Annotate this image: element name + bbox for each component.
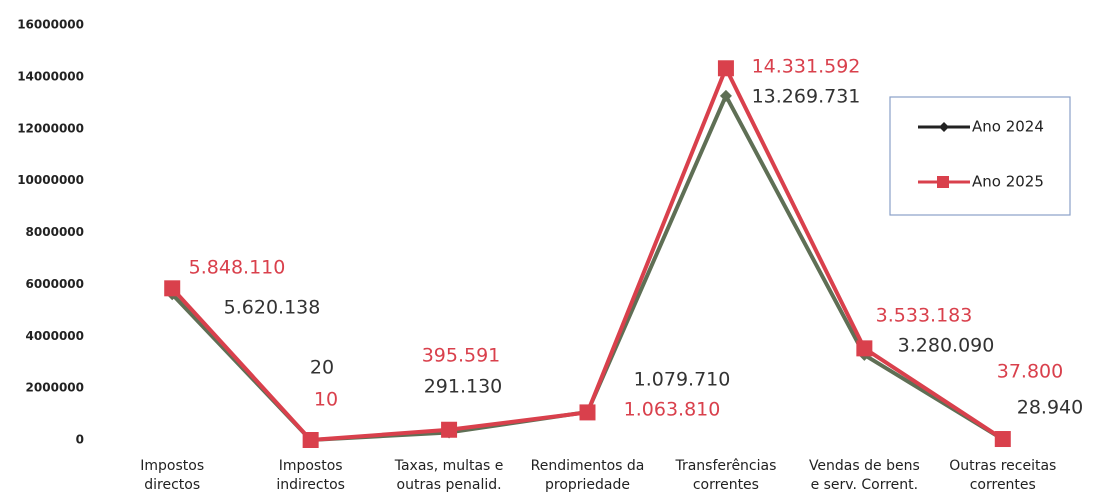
marker <box>856 340 873 357</box>
data-label: 5.848.110 <box>189 257 286 279</box>
legend-marker <box>939 122 949 132</box>
x-tick-label: outras penalid. <box>397 477 502 493</box>
data-label: 1.063.810 <box>624 399 721 421</box>
y-tick-label: 10000000 <box>17 173 84 187</box>
series-line <box>170 93 1004 442</box>
data-label: 291.130 <box>424 376 503 398</box>
data-label: 37.800 <box>997 361 1063 383</box>
data-label: 28.940 <box>1017 397 1083 419</box>
legend-label: Ano 2024 <box>972 118 1044 136</box>
y-tick-label: 14000000 <box>17 69 84 83</box>
marker <box>717 60 734 77</box>
series-line <box>170 66 1004 442</box>
legend-marker <box>937 176 949 188</box>
x-tick-label: Impostos <box>140 458 204 474</box>
x-tick-label: correntes <box>693 477 759 493</box>
x-tick-label: e serv. Corrent. <box>811 477 919 493</box>
y-tick-label: 0 <box>76 433 84 447</box>
data-label: 395.591 <box>422 345 501 367</box>
data-label: 1.079.710 <box>634 369 731 391</box>
marker <box>441 421 458 438</box>
x-tick-label: indirectos <box>276 477 345 493</box>
x-tick-label: correntes <box>970 477 1036 493</box>
x-tick-label: Transferências <box>674 458 776 474</box>
y-tick-label: 6000000 <box>26 277 84 291</box>
marker <box>579 404 596 421</box>
legend-label: Ano 2025 <box>972 173 1044 191</box>
data-label: 20 <box>310 357 334 379</box>
y-tick-label: 8000000 <box>26 225 84 239</box>
y-tick-label: 2000000 <box>26 381 84 395</box>
legend-box <box>889 96 1071 216</box>
data-label: 5.620.138 <box>224 297 321 319</box>
marker <box>719 89 732 102</box>
y-tick-label: 16000000 <box>17 18 84 32</box>
data-label: 3.533.183 <box>876 305 973 327</box>
data-label: 13.269.731 <box>752 86 861 108</box>
y-tick-label: 4000000 <box>26 329 84 343</box>
data-label: 14.331.592 <box>752 56 861 78</box>
marker <box>994 431 1011 448</box>
x-tick-label: Outras receitas <box>949 458 1056 474</box>
data-label: 3.280.090 <box>898 335 995 357</box>
x-tick-label: Taxas, multas e <box>394 458 504 474</box>
marker <box>302 431 319 448</box>
marker <box>164 280 181 297</box>
x-tick-label: propriedade <box>545 477 630 493</box>
x-tick-label: directos <box>144 477 200 493</box>
y-tick-label: 12000000 <box>17 121 84 135</box>
x-tick-label: Vendas de bens <box>809 458 920 474</box>
x-tick-label: Rendimentos da <box>531 458 645 474</box>
data-label: 10 <box>314 389 338 411</box>
x-tick-label: Impostos <box>279 458 343 474</box>
